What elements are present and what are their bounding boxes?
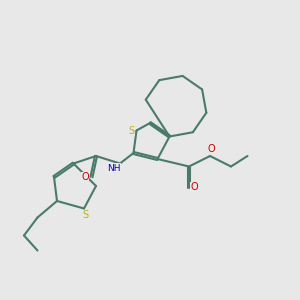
Text: O: O <box>208 144 215 154</box>
Text: S: S <box>128 125 134 136</box>
Text: O: O <box>81 172 89 182</box>
Text: O: O <box>190 182 198 193</box>
Text: S: S <box>82 210 88 220</box>
Text: NH: NH <box>107 164 120 172</box>
